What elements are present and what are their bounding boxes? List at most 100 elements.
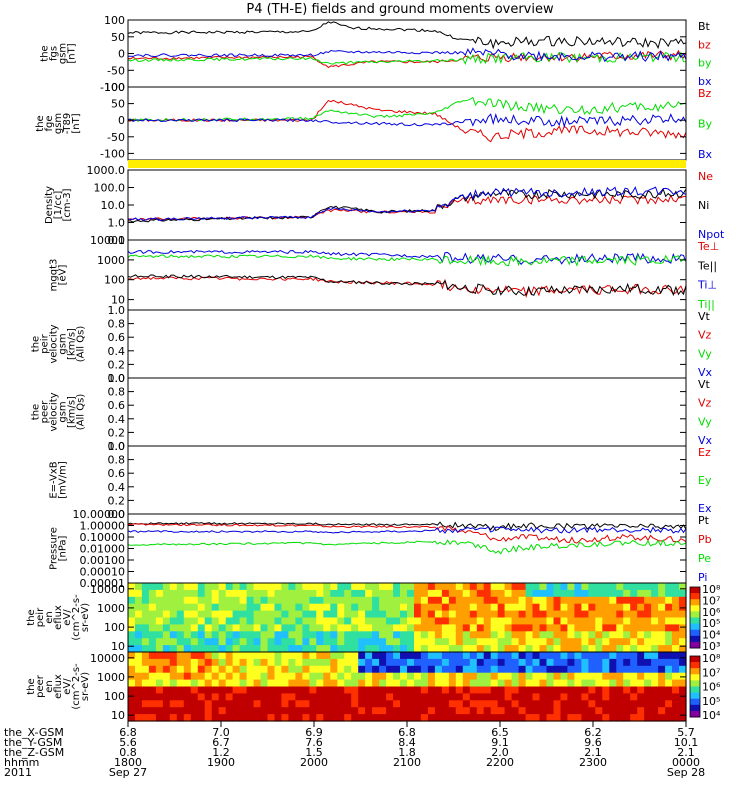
- heatmap-cell: [511, 707, 520, 715]
- legend-label: Te||: [697, 259, 717, 272]
- heatmap-cell: [365, 617, 373, 625]
- heatmap-cell: [623, 693, 631, 701]
- heatmap-cell: [623, 672, 631, 681]
- heatmap-cell: [365, 665, 373, 674]
- heatmap-cell: [267, 679, 276, 688]
- heatmap-cell: [274, 617, 283, 625]
- heatmap-cell: [400, 624, 408, 632]
- heatmap-cell: [525, 624, 534, 632]
- heatmap-cell: [295, 672, 303, 681]
- heatmap-cell: [386, 707, 394, 715]
- heatmap-cell: [344, 672, 352, 681]
- heatmap-cell: [679, 707, 687, 715]
- heatmap-cell: [176, 700, 185, 708]
- heatmap-cell: [141, 679, 150, 688]
- heatmap-cell: [407, 665, 415, 674]
- heatmap-cell: [253, 617, 262, 625]
- heatmap-cell: [497, 714, 506, 722]
- heatmap-cell: [455, 631, 464, 639]
- heatmap-cell: [232, 714, 241, 722]
- heatmap-cell: [204, 645, 213, 653]
- heatmap-cell: [386, 617, 394, 625]
- x-row-value: 7.6: [305, 736, 323, 749]
- heatmap-cell: [197, 596, 206, 605]
- heatmap-cell: [427, 596, 436, 605]
- heatmap-cell: [616, 596, 624, 605]
- heatmap-cell: [232, 686, 241, 694]
- heatmap-cell: [518, 638, 527, 646]
- heatmap-cell: [386, 693, 394, 701]
- heatmap-cell: [581, 714, 589, 722]
- heatmap-cell: [630, 714, 638, 722]
- heatmap-cell: [637, 679, 645, 688]
- heatmap-cell: [135, 589, 143, 598]
- heatmap-cell: [141, 672, 150, 681]
- heatmap-cell: [441, 700, 450, 708]
- heatmap-cell: [630, 617, 638, 625]
- heatmap-cell: [637, 583, 645, 591]
- heatmap-cell: [337, 693, 345, 701]
- heatmap-cell: [400, 652, 408, 660]
- heatmap-cell: [497, 665, 506, 674]
- heatmap-cell: [434, 693, 443, 701]
- heatmap-cell: [225, 707, 234, 715]
- heatmap-cell: [581, 638, 589, 646]
- heatmap-cell: [637, 686, 645, 694]
- heatmap-cell: [679, 610, 687, 619]
- heatmap-cell: [197, 624, 206, 632]
- heatmap-cell: [490, 638, 499, 646]
- heatmap-cell: [490, 693, 499, 701]
- heatmap-cell: [148, 707, 157, 715]
- heatmap-cell: [302, 596, 310, 605]
- heatmap-cell: [337, 652, 345, 660]
- heatmap-cell: [427, 707, 436, 715]
- heatmap-cell: [637, 638, 645, 646]
- heatmap-cell: [462, 672, 471, 681]
- heatmap-cell: [225, 672, 234, 681]
- heatmap-cell: [658, 638, 666, 646]
- heatmap-cell: [427, 610, 436, 619]
- heatmap-cell: [183, 652, 192, 660]
- heatmap-cell: [358, 652, 366, 660]
- y-tick-label: 1000: [97, 602, 125, 615]
- heatmap-cell: [344, 583, 352, 591]
- heatmap-cell: [267, 665, 276, 674]
- heatmap-cell: [476, 679, 485, 688]
- heatmap-cell: [434, 679, 443, 688]
- heatmap-cell: [239, 645, 248, 653]
- panel-frame: [127, 239, 687, 311]
- heatmap-cell: [239, 665, 248, 674]
- series-line-Ti||: [127, 254, 687, 267]
- heatmap-cell: [420, 583, 429, 591]
- heatmap-cell: [546, 617, 555, 625]
- heatmap-cell: [260, 596, 269, 605]
- heatmap-cell: [651, 672, 659, 681]
- heatmap-cell: [448, 652, 457, 660]
- heatmap-cell: [183, 645, 192, 653]
- heatmap-cell: [483, 686, 492, 694]
- heatmap-cell: [135, 583, 143, 591]
- heatmap-cell: [337, 700, 345, 708]
- heatmap-cell: [616, 617, 624, 625]
- heatmap-cell: [434, 686, 443, 694]
- heatmap-cell: [546, 672, 555, 681]
- heatmap-cell: [260, 707, 269, 715]
- heatmap-cell: [274, 672, 283, 681]
- heatmap-cell: [420, 624, 429, 632]
- heatmap-cell: [595, 638, 603, 646]
- heatmap-cell: [455, 638, 464, 646]
- heatmap-cell: [267, 686, 276, 694]
- y-tick-label: -100: [100, 81, 125, 94]
- heatmap-cell: [316, 583, 324, 591]
- heatmap-cell: [672, 714, 680, 722]
- heatmap-cell: [162, 665, 171, 674]
- heatmap-cell: [581, 658, 589, 667]
- heatmap-cell: [623, 596, 631, 605]
- heatmap-cell: [239, 700, 248, 708]
- heatmap-cell: [420, 596, 429, 605]
- heatmap-cell: [309, 679, 317, 688]
- heatmap-cell: [616, 686, 624, 694]
